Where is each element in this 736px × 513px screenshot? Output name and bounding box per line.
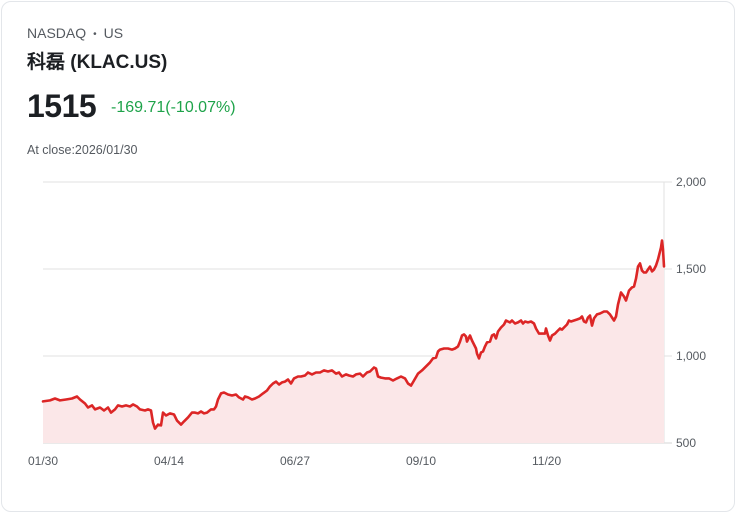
- x-tick-label: 04/14: [154, 454, 184, 468]
- separator-dot-icon: •: [93, 29, 97, 40]
- x-tick-label: 01/30: [28, 454, 58, 468]
- y-axis-labels: 2,000 1,500 1,000 500: [676, 175, 706, 450]
- y-tick-label: 1,000: [676, 349, 706, 363]
- region: US: [103, 25, 124, 41]
- exchange-info: NASDAQ • US: [27, 25, 123, 41]
- price-area-fill: [43, 240, 664, 443]
- close-date: At close:2026/01/30: [27, 143, 138, 157]
- x-tick-label: 06/27: [280, 454, 310, 468]
- current-price: 1515: [27, 88, 97, 124]
- x-tick-label: 11/20: [532, 454, 561, 468]
- y-tick-label: 500: [676, 436, 696, 450]
- price-change: -169.71(-10.07%): [111, 99, 236, 116]
- x-tick-label: 09/10: [406, 454, 436, 468]
- y-tick-label: 1,500: [676, 262, 706, 276]
- exchange-name: NASDAQ: [27, 25, 87, 41]
- y-tick-label: 2,000: [676, 175, 706, 189]
- stock-title: 科磊 (KLAC.US): [27, 52, 168, 73]
- price-line[interactable]: [41, 239, 666, 430]
- x-axis-labels: 01/30 04/14 06/27 09/10 11/20: [28, 454, 561, 468]
